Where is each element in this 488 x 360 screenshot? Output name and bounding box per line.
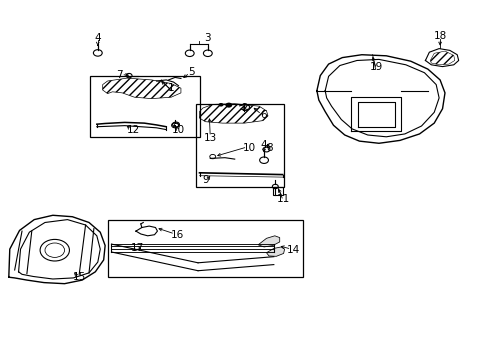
Text: 7: 7 (116, 69, 123, 80)
Text: 9: 9 (202, 175, 208, 185)
Text: 13: 13 (203, 132, 217, 143)
Text: 2: 2 (241, 103, 247, 113)
Text: 18: 18 (432, 31, 446, 41)
Text: 4: 4 (94, 33, 101, 43)
Circle shape (225, 103, 232, 108)
Polygon shape (266, 247, 284, 256)
Text: 14: 14 (286, 245, 300, 255)
Text: 11: 11 (276, 194, 290, 204)
Bar (195, 104, 283, 187)
Text: 16: 16 (170, 230, 183, 240)
Text: 1: 1 (167, 83, 174, 93)
Text: 10: 10 (243, 143, 255, 153)
Text: 19: 19 (369, 62, 383, 72)
Text: 12: 12 (126, 125, 140, 135)
Bar (107, 220, 303, 277)
Text: 3: 3 (204, 33, 211, 43)
Bar (90, 76, 200, 137)
Bar (272, 187, 282, 195)
Text: 8: 8 (266, 143, 273, 153)
Polygon shape (258, 236, 279, 247)
Circle shape (218, 103, 223, 107)
Circle shape (232, 103, 237, 106)
Text: 15: 15 (72, 272, 86, 282)
Text: 10: 10 (172, 125, 184, 135)
Bar (173, 123, 178, 126)
Text: 17: 17 (131, 243, 144, 253)
Text: 6: 6 (260, 110, 267, 120)
Text: 5: 5 (188, 67, 195, 77)
Text: 4: 4 (260, 140, 267, 150)
